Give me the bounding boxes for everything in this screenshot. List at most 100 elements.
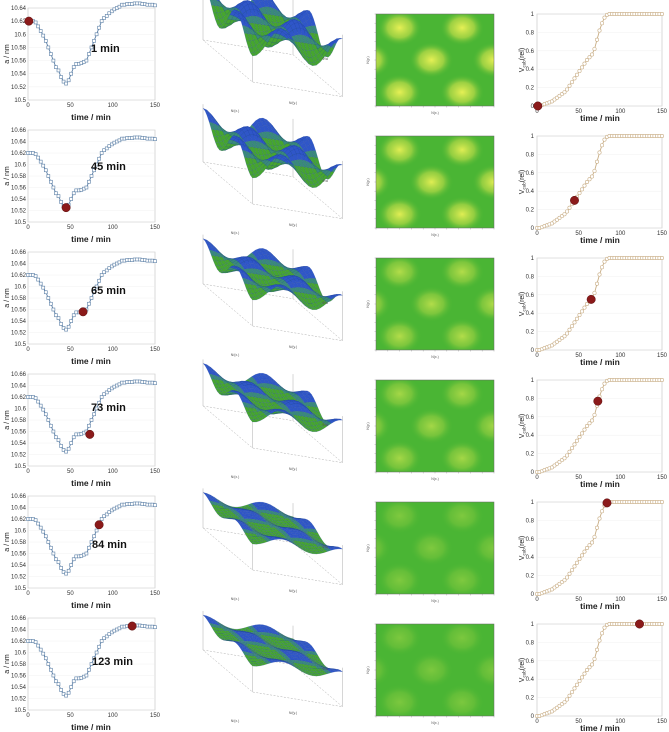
volume-point	[569, 568, 574, 573]
map-y-label: N(y.)	[366, 666, 370, 673]
lattice-point	[92, 290, 96, 295]
lattice-point	[38, 525, 43, 530]
lattice-point	[107, 11, 112, 16]
lattice-point	[66, 78, 71, 83]
lattice-point	[64, 693, 68, 698]
surface-box-floor	[202, 283, 344, 342]
surface-plot: N/(x.) N/(y.) Φ/a	[202, 610, 344, 723]
volume-point	[582, 549, 587, 554]
map-y-label: N(y.)	[366, 178, 370, 185]
y-tick-label: 10.62	[11, 19, 27, 25]
lattice-point	[66, 446, 71, 451]
lattice-point	[36, 24, 40, 29]
lattice-point	[59, 688, 63, 692]
volume-point	[569, 324, 574, 329]
lattice-point	[33, 640, 38, 644]
lattice-point	[89, 418, 94, 422]
map-spot	[409, 42, 454, 78]
lattice-point	[38, 403, 43, 408]
map-spot	[377, 684, 422, 716]
plot-frame	[536, 135, 663, 229]
x-tick-label: 100	[615, 109, 626, 115]
lattice-point	[59, 566, 63, 570]
y-tick-label: 10.52	[11, 85, 27, 91]
lattice-point	[54, 191, 58, 196]
volume-point	[660, 622, 665, 627]
lattice-chart: 10.5 10.52 10.54 10.56 10.58 10.6 10.62 10.64 10…	[4, 250, 161, 366]
x-tick-label: 50	[67, 469, 74, 475]
lattice-point	[97, 644, 101, 649]
x-tick-label: 150	[150, 469, 161, 475]
volume-point	[595, 159, 600, 164]
map-spot	[472, 652, 494, 688]
lattice-point	[99, 19, 104, 23]
x-tick-label: 0	[535, 719, 539, 725]
y-tick-label: 1	[531, 622, 535, 628]
x-tick-label: 0	[535, 597, 539, 603]
volume-point	[582, 61, 587, 66]
figure-row: 10.5 10.52 10.54 10.56 10.58 10.6 10.62 10.64 10…	[0, 359, 669, 489]
volume-point	[567, 693, 572, 698]
volume-point	[572, 686, 577, 691]
lattice-point	[64, 327, 68, 332]
x-tick-label: 100	[108, 347, 119, 353]
map-spot	[440, 258, 485, 290]
lattice-point	[84, 673, 89, 678]
volume-point	[595, 525, 600, 530]
surface-x-label: N/(x.)	[231, 475, 240, 479]
y-tick-label: 0.2	[526, 452, 535, 458]
map-spot	[440, 440, 485, 472]
map-y-label: N(y.)	[366, 544, 370, 551]
y-tick-label: 0.6	[526, 293, 535, 299]
lattice-point	[66, 324, 71, 329]
lattice-point	[49, 545, 53, 550]
lattice-point	[56, 438, 61, 442]
y-tick-label: 0.6	[526, 49, 535, 55]
volume-point	[577, 191, 582, 196]
y-axis-label-sub: cub	[522, 182, 527, 190]
surface-patch	[336, 164, 343, 166]
volume-point	[582, 183, 587, 188]
volume-point	[602, 381, 607, 386]
map-spot	[440, 502, 485, 534]
volume-point	[660, 256, 665, 261]
lattice-point	[66, 690, 71, 695]
surface-x-label: N/(x.)	[231, 353, 240, 357]
map-spot	[377, 14, 422, 46]
y-tick-label: 10.6	[14, 32, 26, 38]
y-axis-label-tail: (rel)	[519, 48, 526, 60]
map-spot	[409, 530, 454, 566]
y-tick-label: 10.64	[11, 140, 27, 146]
surface-z-label: Φ/a	[322, 667, 328, 671]
lattice-point	[71, 313, 76, 318]
current-time-marker	[78, 307, 88, 317]
surface-plot: N/(x.) N/(y.) Φ/a	[202, 104, 344, 235]
lattice-chart: 10.5 10.52 10.54 10.56 10.58 10.6 10.62 10.64 10…	[4, 372, 161, 488]
volume-point	[572, 76, 577, 81]
lattice-point	[117, 4, 122, 9]
y-tick-label: 10.64	[11, 506, 27, 512]
volume-point	[564, 697, 569, 702]
map-spots	[376, 624, 494, 716]
volume-chart: 0 0.2 0.4 0.6 0.8 1 0 50 100 150 time / min Vcub(re…	[519, 134, 668, 245]
x-axis-label: time / min	[71, 478, 111, 488]
y-tick-label: 10.62	[11, 151, 27, 157]
volume-point	[590, 418, 595, 423]
y-tick-label: 10.54	[11, 563, 27, 569]
volume-series-line	[537, 501, 662, 595]
volume-series-line	[537, 13, 662, 107]
lattice-point	[43, 39, 48, 43]
y-axis-label: a / nm	[4, 410, 11, 430]
volume-point	[562, 578, 567, 583]
lattice-point	[104, 634, 109, 639]
x-tick-label: 150	[657, 109, 668, 115]
x-tick-label: 50	[67, 591, 74, 597]
y-tick-label: 0	[531, 226, 535, 232]
lattice-point	[71, 557, 76, 562]
lattice-point	[69, 319, 73, 323]
x-tick-label: 100	[615, 719, 626, 725]
y-tick-label: 0	[531, 714, 535, 720]
volume-point	[575, 72, 580, 77]
map-x-label: N(x.)	[431, 233, 439, 237]
